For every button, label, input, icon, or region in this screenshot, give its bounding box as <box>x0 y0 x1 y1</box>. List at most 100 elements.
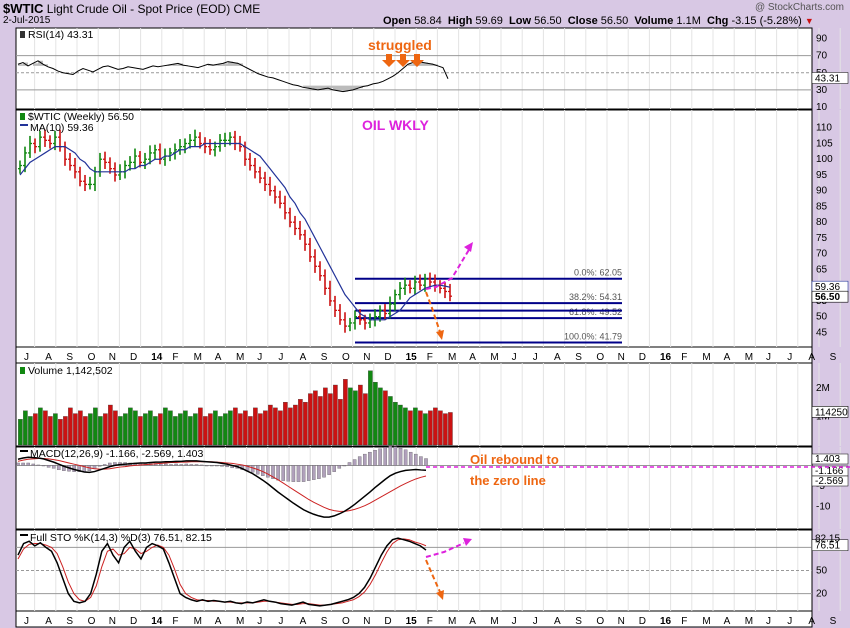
price-pane <box>15 109 813 348</box>
macd-hist-bar <box>250 465 255 473</box>
volume-bar <box>78 410 83 446</box>
rsi-tick-label: 10 <box>816 102 828 113</box>
price-down-arrowhead-icon <box>436 330 444 340</box>
macd-hist-bar <box>419 456 423 466</box>
ma-swatch <box>20 124 28 126</box>
sto-down-arrowhead-icon <box>436 590 444 600</box>
macd-hist-bar <box>332 465 336 472</box>
x-axis-label: J <box>24 352 29 363</box>
x-axis-label: F <box>681 352 687 363</box>
volume-bar <box>68 407 73 446</box>
rsi-label: RSI(14) 43.31 <box>20 29 94 41</box>
volume-tick-label: 2M <box>816 383 830 394</box>
macd-hist-bar <box>26 462 30 466</box>
macd-hist-bar <box>51 465 56 469</box>
macd-hist-bar <box>164 463 168 466</box>
x-axis-label: J <box>533 352 538 363</box>
x-axis-label: F <box>427 616 433 627</box>
macd-hist-bar <box>108 462 112 466</box>
volume-bar <box>408 410 413 446</box>
volume-bar <box>148 410 153 446</box>
volume-bar <box>363 393 368 446</box>
volume-bar <box>63 416 68 446</box>
price-tick-label: 110 <box>816 123 832 134</box>
macd-hist-bar <box>286 465 291 482</box>
volume-bar <box>123 413 128 446</box>
volume-current-label: 114250 <box>815 407 848 418</box>
volume-bar <box>108 404 113 446</box>
volume-bar <box>163 407 168 446</box>
sto-down-arrow-line <box>425 559 441 593</box>
volume-bar <box>268 404 273 446</box>
annotation-rebound-1: Oil rebound to <box>470 452 559 467</box>
macd-hist-bar <box>363 453 367 466</box>
volume-bar <box>298 399 303 446</box>
price-tick-label: 45 <box>816 327 828 338</box>
volume-bar <box>368 370 373 446</box>
volume-bar <box>93 407 98 446</box>
volume-bar <box>208 413 213 446</box>
macd-hist-bar <box>46 465 51 468</box>
volume-bar <box>168 410 173 446</box>
quote-stats: Open 58.84 High 59.69 Low 56.50 Close 56… <box>383 15 814 27</box>
annotation-oil-wkly: OIL WKLY <box>362 117 430 133</box>
macd-hist-bar <box>301 465 306 482</box>
macd-hist-bar <box>266 465 270 478</box>
symbol-header: $WTIC Light Crude Oil - Spot Price (EOD)… <box>3 1 260 16</box>
x-axis-label: F <box>172 352 178 363</box>
price-tick-label: 90 <box>816 186 828 197</box>
volume-bar <box>213 410 218 446</box>
close-label: Close <box>567 15 598 27</box>
x-axis-label: A <box>45 352 52 363</box>
high-value: 59.69 <box>475 15 503 27</box>
x-axis-label: S <box>830 352 837 363</box>
volume-bar <box>143 413 148 446</box>
volume-bar <box>33 413 38 446</box>
macd-hist-bar <box>189 464 194 466</box>
macd-hist-bar <box>281 465 285 481</box>
macd-hist-bar <box>393 446 398 466</box>
price-tick-label: 70 <box>816 249 828 260</box>
price-tick-label: 105 <box>816 138 833 149</box>
symbol: $WTIC <box>3 1 44 16</box>
x-axis-label: 16 <box>660 616 672 627</box>
rsi-swatch <box>20 31 25 38</box>
x-axis-label: A <box>724 352 731 363</box>
macd-current-box <box>811 453 849 465</box>
price-tick-label: 85 <box>816 201 828 212</box>
volume-bar <box>83 416 88 446</box>
macd-hist-bar <box>179 464 183 466</box>
macd-label-text: MACD(12,26,9) -1.166, -2.569, 1.403 <box>30 448 204 460</box>
ma-current-label: 59.36 <box>815 282 840 293</box>
volume-bar <box>403 407 408 446</box>
volume-bar <box>353 390 358 446</box>
x-axis-label: S <box>575 616 582 627</box>
price-up-arrowhead-icon <box>464 242 473 252</box>
x-axis-label: M <box>745 616 753 627</box>
volume-bar <box>118 416 123 446</box>
sto-tick-label: 20 <box>816 589 828 600</box>
x-axis-label: S <box>830 616 837 627</box>
macd-hist-bar <box>62 465 66 471</box>
down-triangle-icon: ▼ <box>804 16 814 26</box>
volume-bar <box>113 410 118 446</box>
volume-bar <box>53 413 58 446</box>
x-axis-label: 15 <box>406 352 418 363</box>
macd-hist-bar <box>220 465 224 467</box>
x-axis-label: 14 <box>151 352 163 363</box>
x-axis-label: J <box>278 352 283 363</box>
macd-tick-label: -5 <box>816 481 825 492</box>
macd-hist-bar <box>352 459 357 466</box>
macd-hist-bar <box>184 463 189 466</box>
macd-label: MACD(12,26,9) -1.166, -2.569, 1.403 <box>20 448 204 460</box>
macd-current-label: -1.166 <box>815 466 844 477</box>
x-axis-label: N <box>109 352 116 363</box>
x-axis-label: M <box>490 352 498 363</box>
macd-hist-bar <box>296 465 301 482</box>
x-axis-label: J <box>512 352 517 363</box>
volume-bar <box>173 416 178 446</box>
x-axis-label: S <box>66 352 73 363</box>
x-axis-label: N <box>109 616 116 627</box>
x-axis-label: D <box>384 352 391 363</box>
